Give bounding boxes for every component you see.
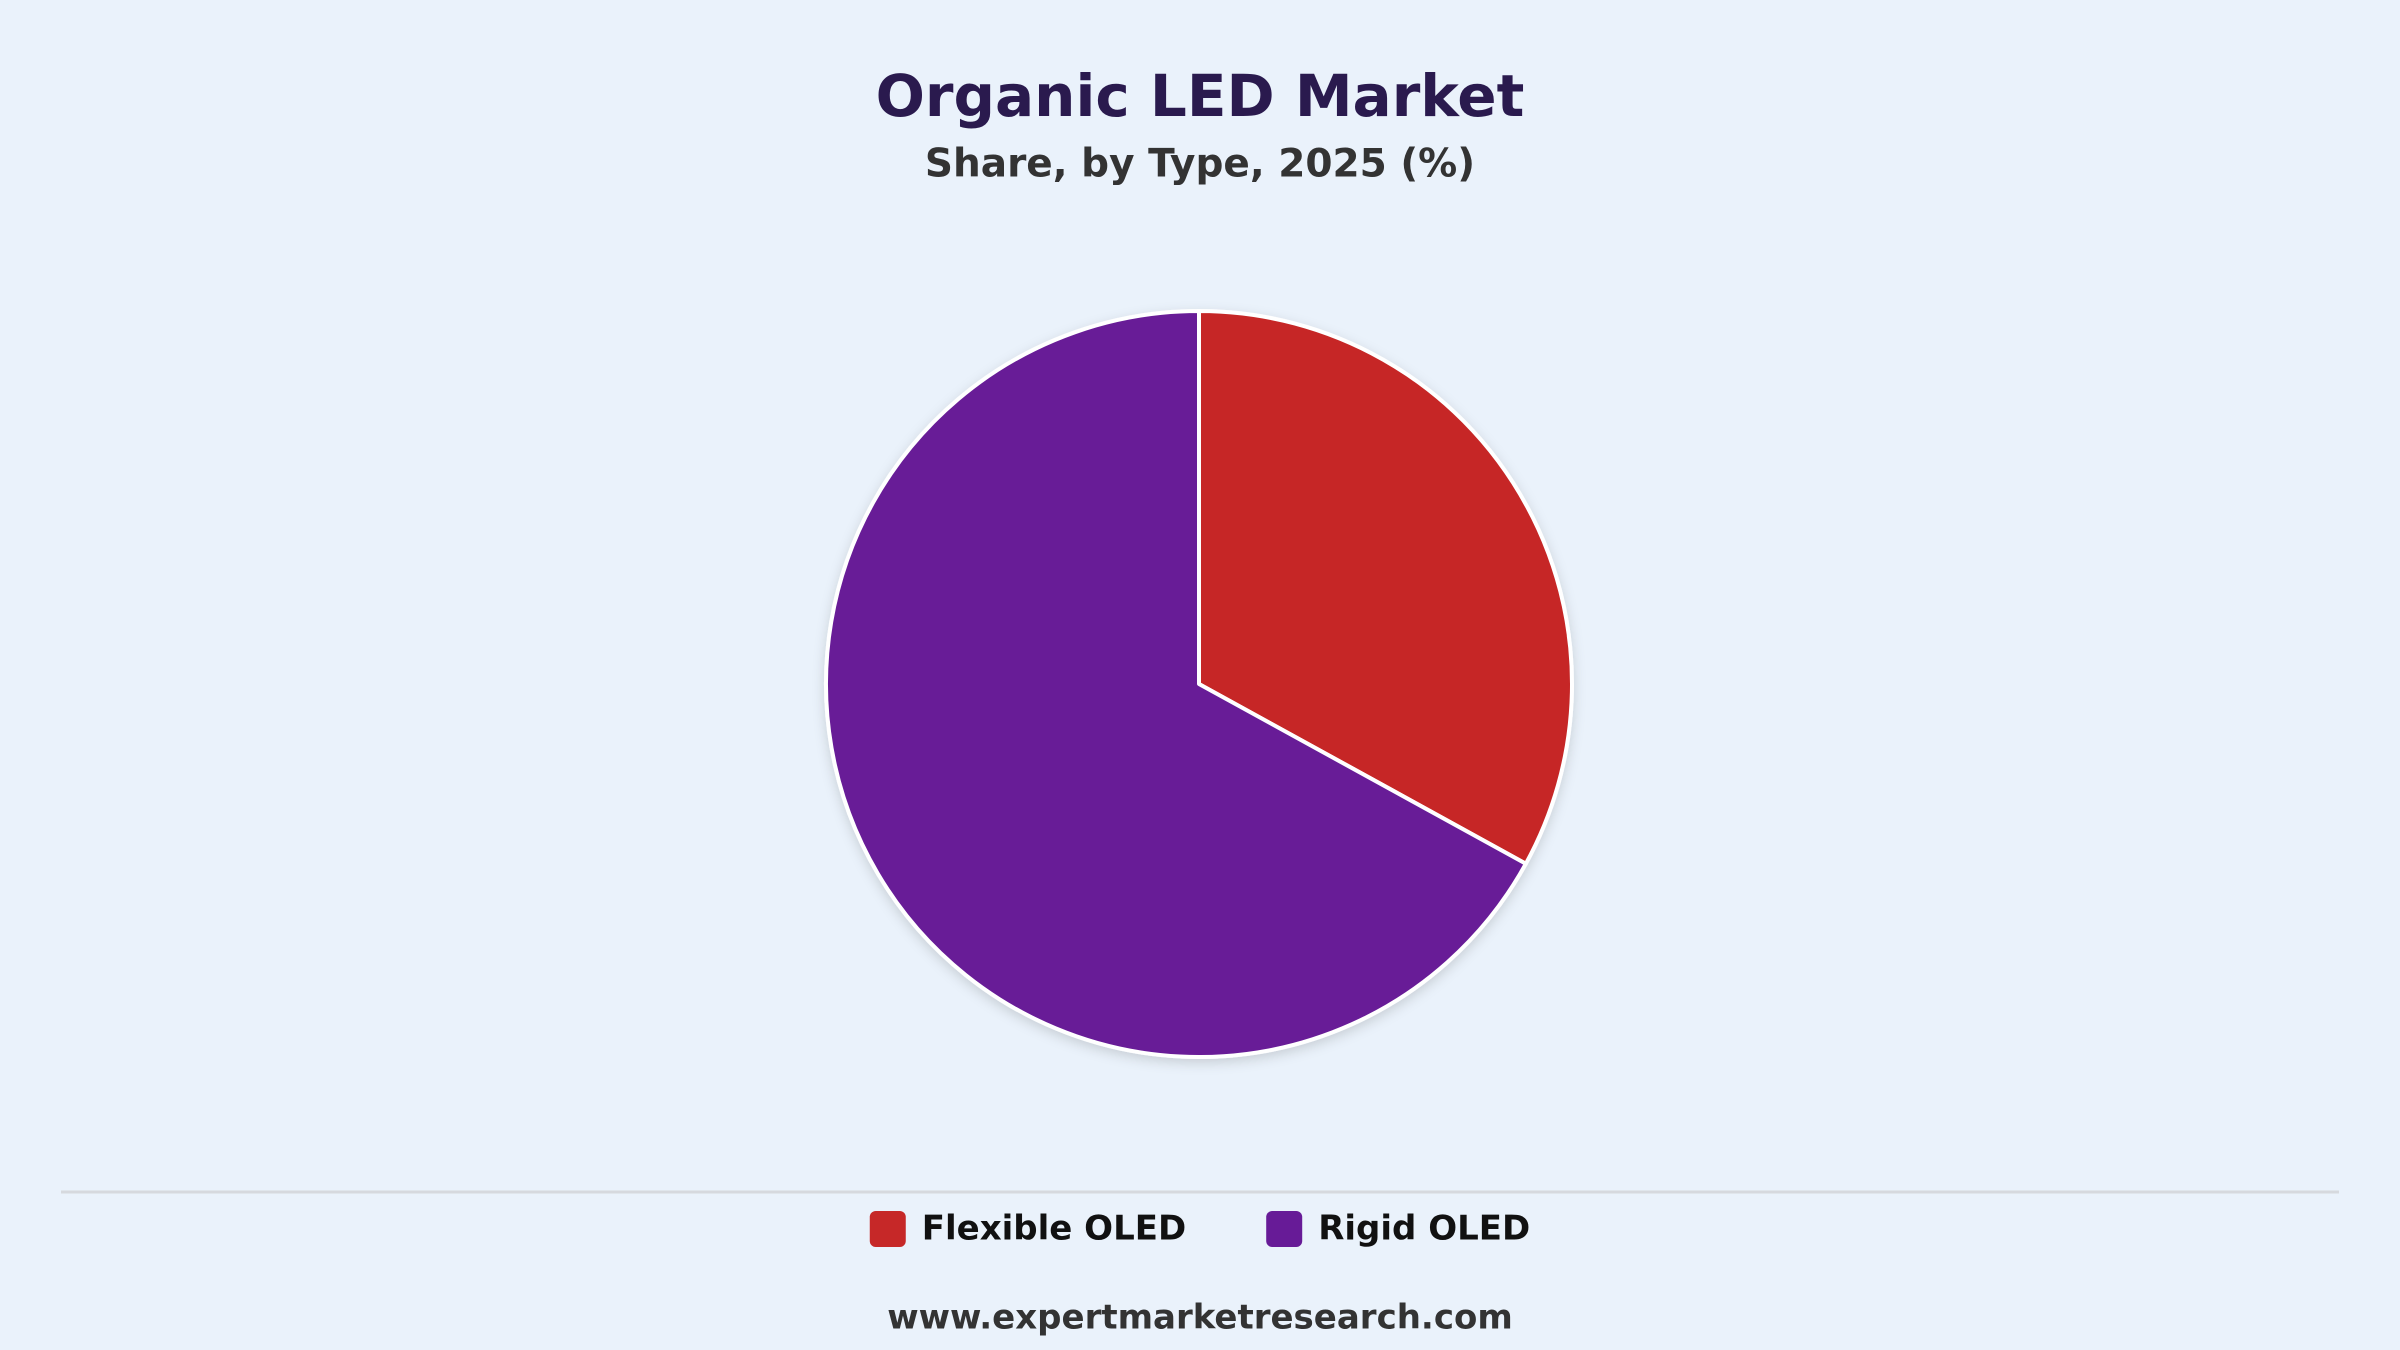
legend-swatch xyxy=(869,1211,906,1247)
legend-label: Flexible OLED xyxy=(922,1209,1186,1249)
chart-title: Organic LED Market xyxy=(876,62,1525,130)
legend-label: Rigid OLED xyxy=(1318,1209,1530,1249)
legend-swatch xyxy=(1266,1211,1303,1247)
legend: Flexible OLED Rigid OLED xyxy=(869,1209,1530,1249)
pie-slice xyxy=(1197,309,1574,866)
chart-subtitle: Share, by Type, 2025 (%) xyxy=(925,142,1475,187)
pie-slice xyxy=(824,309,1528,1059)
footer: www.expertmarketresearch.com xyxy=(887,1298,1513,1338)
pie xyxy=(824,309,1574,1059)
